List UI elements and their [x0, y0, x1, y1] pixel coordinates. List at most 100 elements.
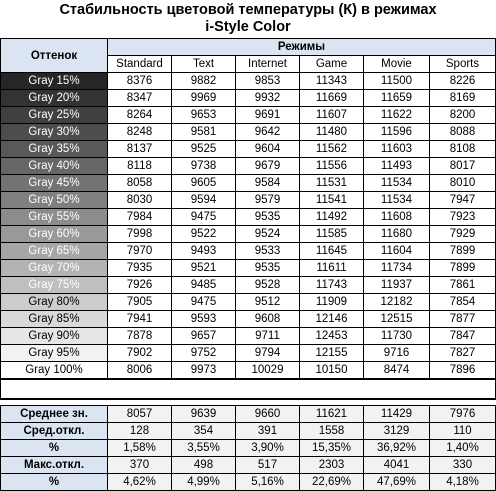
table-cell: 9932: [235, 89, 300, 107]
table-cell: 7929: [429, 225, 496, 243]
table-cell: 7984: [107, 208, 172, 226]
table-cell: 9594: [171, 191, 236, 209]
table-cell: 7923: [429, 208, 496, 226]
table-cell: 11937: [363, 276, 430, 294]
table-cell: 9657: [171, 327, 236, 345]
table-body: Оттенок Режимы Standard Text Internet Game M…: [0, 38, 496, 491]
stats-label: Макс.откл.: [0, 456, 108, 474]
table-cell: 7847: [429, 327, 496, 345]
column-header-movie: Movie: [363, 55, 430, 73]
table-cell: 8010: [429, 174, 496, 192]
table-cell: 9535: [235, 259, 300, 277]
stats-cell: 391: [235, 422, 300, 440]
shade-label: Gray 95%: [0, 344, 108, 362]
table-cell: 9679: [235, 157, 300, 175]
table-cell: 7941: [107, 310, 172, 328]
table-cell: 7902: [107, 344, 172, 362]
stats-label: Сред.откл.: [0, 422, 108, 440]
table-row: Gray 85% 7941 9593 9608 12146 12515 7877: [0, 310, 496, 328]
stats-cell: 3129: [363, 422, 430, 440]
table-cell: 9522: [171, 225, 236, 243]
table-cell: 11500: [363, 72, 430, 90]
table-cell: 9512: [235, 293, 300, 311]
column-header-standard: Standard: [107, 55, 172, 73]
table-row: Gray 75% 7926 9485 9528 11743 11937 7861: [0, 276, 496, 294]
table-row: Gray 100% 8006 9973 10029 10150 8474 7896: [0, 361, 496, 380]
table-cell: 8088: [429, 123, 496, 141]
table-row: Gray 30% 8248 9581 9642 11480 11596 8088: [0, 123, 496, 141]
stats-cell: 11621: [299, 405, 364, 423]
stats-cell: 22,69%: [299, 473, 364, 491]
stats-cell: 3,90%: [235, 439, 300, 457]
table-cell: 9593: [171, 310, 236, 328]
stats-row: % 4,62% 4,99% 5,16% 22,69% 47,69% 4,18%: [0, 473, 496, 491]
stats-cell: 2303: [299, 456, 364, 474]
table-cell: 8376: [107, 72, 172, 90]
shade-label: Gray 35%: [0, 140, 108, 158]
table-row: Gray 50% 8030 9594 9579 11541 11534 7947: [0, 191, 496, 209]
table-cell: 11493: [363, 157, 430, 175]
shade-label: Gray 20%: [0, 89, 108, 107]
stats-cell: 3,55%: [171, 439, 236, 457]
table-cell: 11669: [299, 89, 364, 107]
table-cell: 9475: [171, 208, 236, 226]
table-cell: 7970: [107, 242, 172, 260]
table-cell: 7905: [107, 293, 172, 311]
table-cell: 9581: [171, 123, 236, 141]
table-cell: 8017: [429, 157, 496, 175]
table-cell: 7854: [429, 293, 496, 311]
table-cell: 9521: [171, 259, 236, 277]
table-cell: 9642: [235, 123, 300, 141]
table-cell: 9584: [235, 174, 300, 192]
table-cell: 11534: [363, 191, 430, 209]
column-header-game: Game: [299, 55, 364, 73]
shade-label: Gray 70%: [0, 259, 108, 277]
table-cell: 11480: [299, 123, 364, 141]
table-cell: 9475: [171, 293, 236, 311]
table-cell: 11659: [363, 89, 430, 107]
table-cell: 9524: [235, 225, 300, 243]
table-cell: 9604: [235, 140, 300, 158]
table-cell: 11343: [299, 72, 364, 90]
stats-cell: 9660: [235, 405, 300, 423]
stats-row: Сред.откл. 128 354 391 1558 3129 110: [0, 422, 496, 440]
stats-cell: 1,40%: [429, 439, 496, 457]
table-cell: 12182: [363, 293, 430, 311]
table-row: Gray 60% 7998 9522 9524 11585 11680 7929: [0, 225, 496, 243]
stats-cell: 36,92%: [363, 439, 430, 457]
table-cell: 7861: [429, 276, 496, 294]
shade-label: Gray 85%: [0, 310, 108, 328]
table-cell: 11585: [299, 225, 364, 243]
table-cell: 7878: [107, 327, 172, 345]
table-cell: 9493: [171, 242, 236, 260]
table-cell: 8347: [107, 89, 172, 107]
stats-cell: 4,99%: [171, 473, 236, 491]
table-cell: 11531: [299, 174, 364, 192]
shade-label: Gray 25%: [0, 106, 108, 124]
table-cell: 7827: [429, 344, 496, 362]
color-temperature-table: Оттенок Режимы Standard Text Internet Game M…: [0, 38, 496, 491]
table-cell: 11541: [299, 191, 364, 209]
table-cell: 9535: [235, 208, 300, 226]
stats-cell: 15,35%: [299, 439, 364, 457]
stats-cell: 1,58%: [107, 439, 172, 457]
table-cell: 11645: [299, 242, 364, 260]
table-cell: 11611: [299, 259, 364, 277]
table-cell: 9794: [235, 344, 300, 362]
table-cell: 8248: [107, 123, 172, 141]
table-cell: 11492: [299, 208, 364, 226]
table-cell: 9882: [171, 72, 236, 90]
column-header-internet: Internet: [235, 55, 300, 73]
table-cell: 8108: [429, 140, 496, 158]
spacer-cell: [0, 378, 496, 400]
table-cell: 8226: [429, 72, 496, 90]
stats-label: %: [0, 473, 108, 491]
table-cell: 9608: [235, 310, 300, 328]
table-cell: 11562: [299, 140, 364, 158]
shade-label: Gray 100%: [0, 361, 108, 380]
modes-header: Режимы: [107, 38, 496, 56]
stats-cell: 7976: [429, 405, 496, 423]
table-cell: 9653: [171, 106, 236, 124]
stats-cell: 8057: [107, 405, 172, 423]
table-row: Gray 90% 7878 9657 9711 12453 11730 7847: [0, 327, 496, 345]
